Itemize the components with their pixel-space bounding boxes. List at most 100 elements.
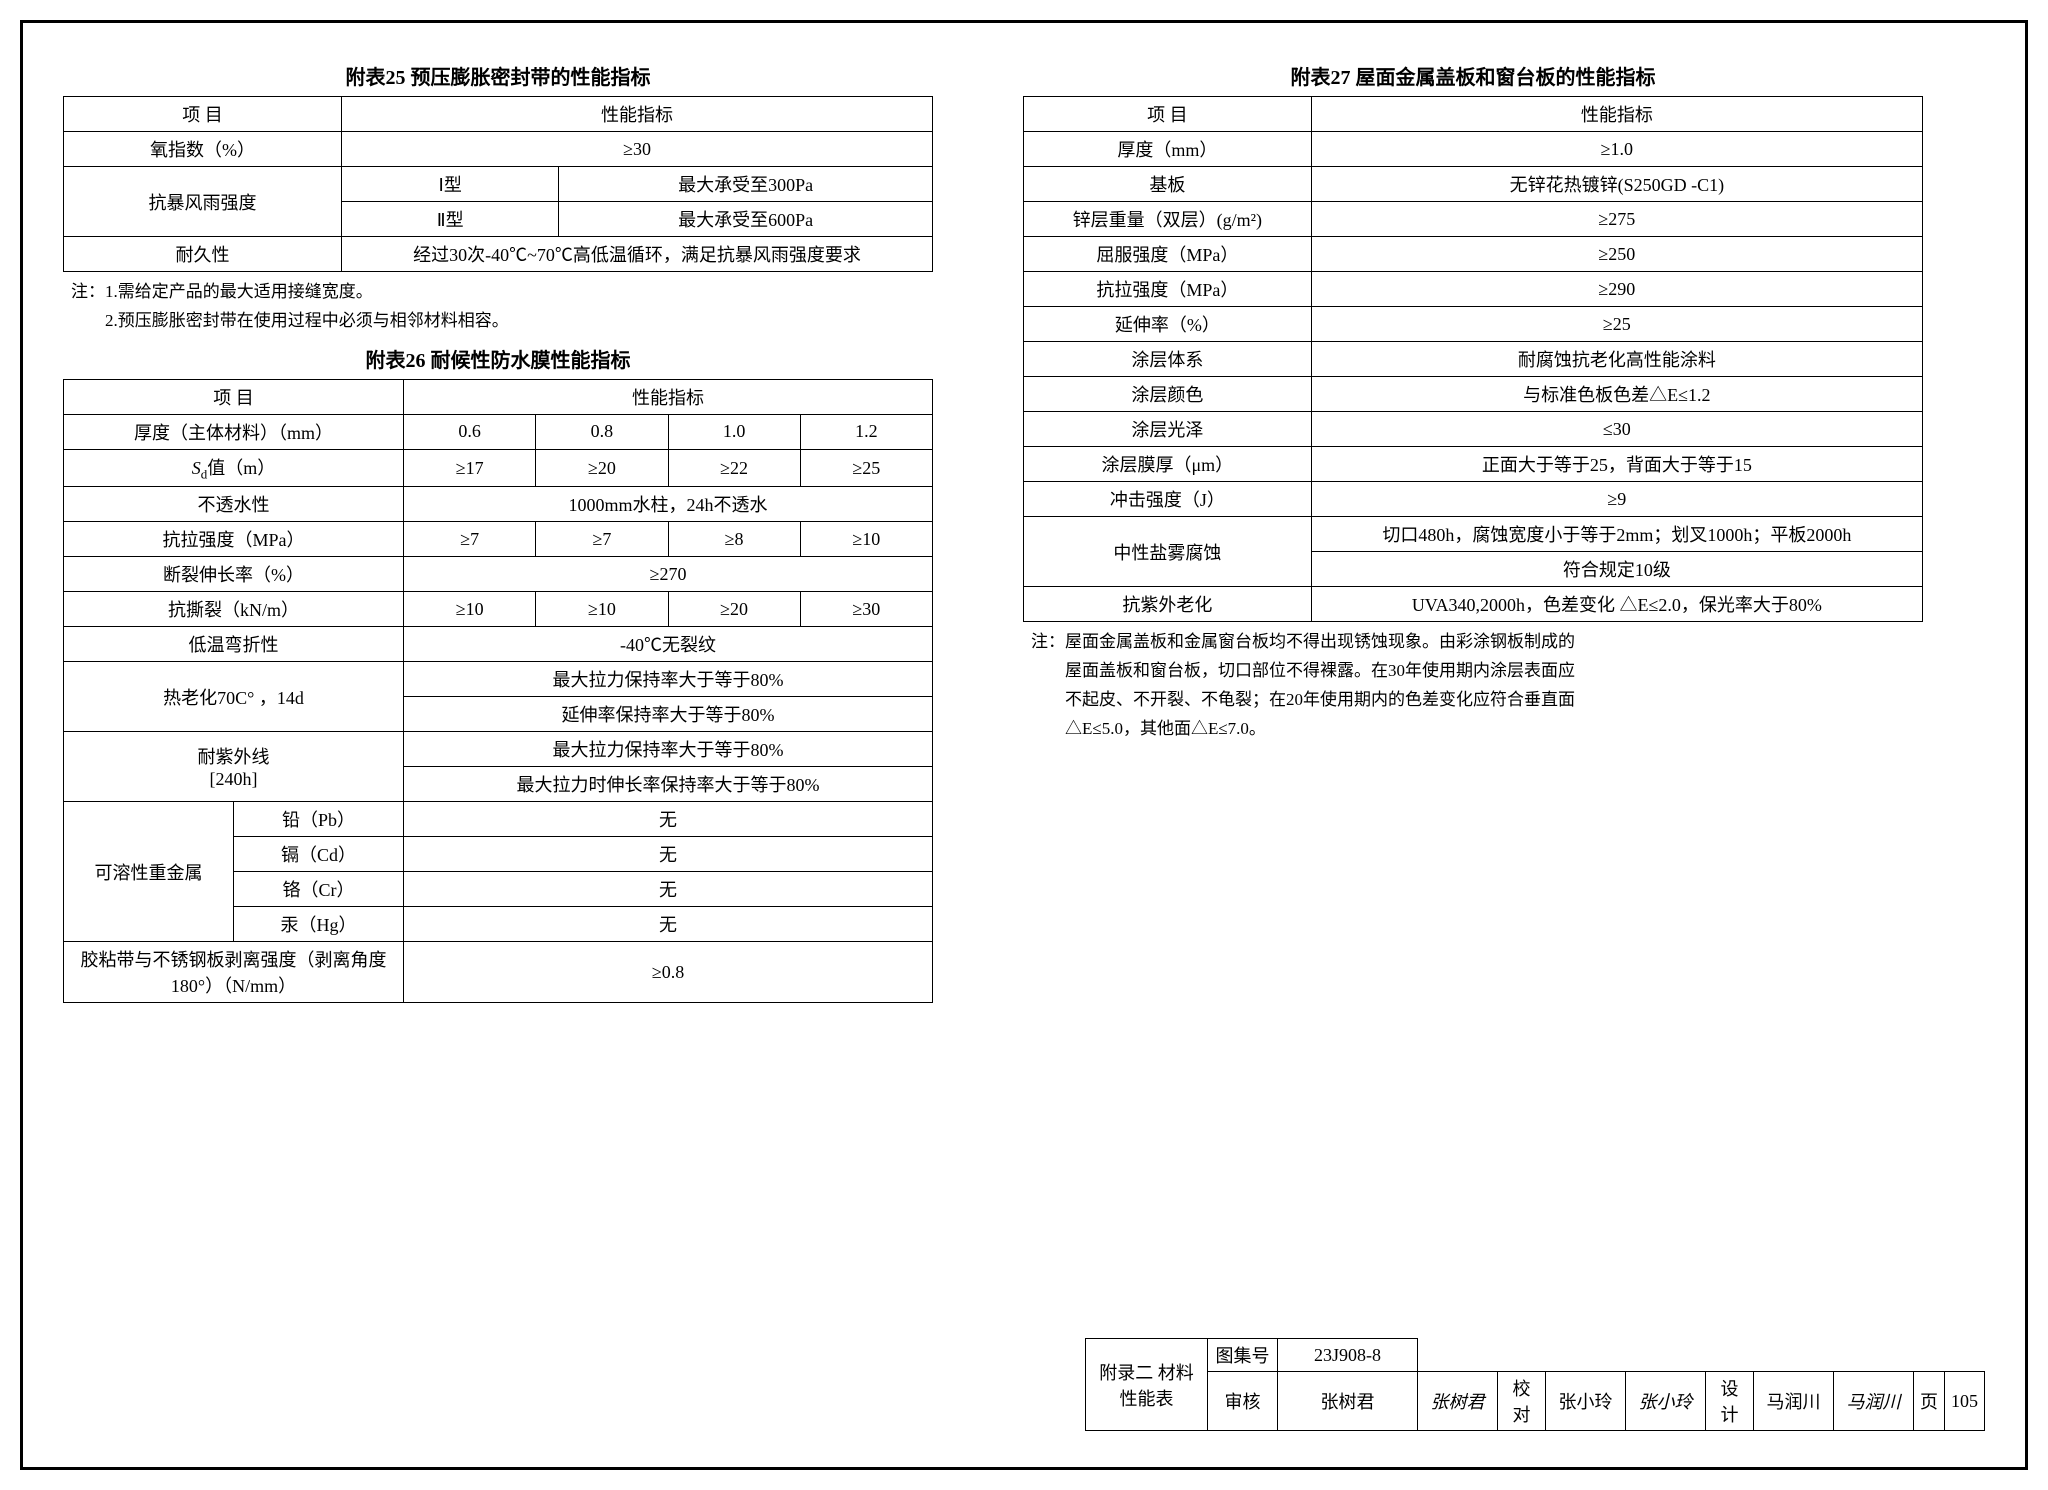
tb-title: 附录二 材料性能表 — [1086, 1339, 1208, 1431]
tb-design: 设计 — [1706, 1372, 1754, 1431]
t27-ten-n: 抗拉强度（MPa） — [1024, 272, 1312, 307]
t25-h-item: 项 目 — [64, 97, 342, 132]
left-column: 附表25 预压膨胀密封带的性能指标 项 目 性能指标 氧指数（%） ≥30 抗暴… — [63, 53, 933, 1009]
t27-im-v: ≥9 — [1311, 482, 1922, 517]
tb-audit-name: 张树君 — [1278, 1372, 1418, 1431]
t25-wind-t1: Ⅰ型 — [342, 167, 559, 202]
t27-salt-v1: 切口480h，腐蚀宽度小于等于2mm；划叉1000h；平板2000h — [1311, 517, 1922, 552]
t26-tear-v2: ≥10 — [536, 592, 668, 627]
t27-el-n: 延伸率（%） — [1024, 307, 1312, 342]
t27-ct-n: 涂层膜厚（μm） — [1024, 447, 1312, 482]
t26-uv-name: 耐紫外线 [240h] — [64, 732, 404, 802]
t25-h-spec: 性能指标 — [342, 97, 933, 132]
t27-gl-n: 涂层光泽 — [1024, 412, 1312, 447]
table25-title: 附表25 预压膨胀密封带的性能指标 — [63, 61, 933, 90]
t26-cd-name: 镉（Cd） — [234, 837, 404, 872]
t26-el-name: 断裂伸长率（%） — [64, 557, 404, 592]
t26-ag-name: 热老化70C° ，14d — [64, 662, 404, 732]
t26-hg-name: 汞（Hg） — [234, 907, 404, 942]
table27-title: 附表27 屋面金属盖板和窗台板的性能指标 — [1023, 61, 1923, 90]
t27-yield-v: ≥250 — [1311, 237, 1922, 272]
t27-cc-n: 涂层颜色 — [1024, 377, 1312, 412]
t27-cc-v: 与标准色板色差△E≤1.2 — [1311, 377, 1922, 412]
t26-uv-v2: 最大拉力时伸长率保持率大于等于80% — [404, 767, 933, 802]
tb-audit-sig: 张树君 — [1418, 1372, 1498, 1431]
t27-zinc-n: 锌层重量（双层）(g/m²) — [1024, 202, 1312, 237]
t26-cd-val: 无 — [404, 837, 933, 872]
table25: 项 目 性能指标 氧指数（%） ≥30 抗暴风雨强度 Ⅰ型 最大承受至300Pa… — [63, 96, 933, 272]
t27-h-item: 项 目 — [1024, 97, 1312, 132]
tb-proof: 校对 — [1498, 1372, 1546, 1431]
t26-pb-val: 无 — [404, 802, 933, 837]
t26-sd-v3: ≥22 — [668, 449, 800, 487]
right-column: 附表27 屋面金属盖板和窗台板的性能指标 项 目 性能指标 厚度（mm）≥1.0… — [1023, 53, 1923, 1009]
t26-sd-v4: ≥25 — [800, 449, 932, 487]
t27-salt-n: 中性盐雾腐蚀 — [1024, 517, 1312, 587]
t26-pb-name: 铅（Pb） — [234, 802, 404, 837]
t26-tear-name: 抗撕裂（kN/m） — [64, 592, 404, 627]
t25-durable-name: 耐久性 — [64, 237, 342, 272]
t27-thick-n: 厚度（mm） — [1024, 132, 1312, 167]
t26-wp-name: 不透水性 — [64, 487, 404, 522]
t27-base-n: 基板 — [1024, 167, 1312, 202]
t27-uv-n: 抗紫外老化 — [1024, 587, 1312, 622]
t27-el-v: ≥25 — [1311, 307, 1922, 342]
t26-el-val: ≥270 — [404, 557, 933, 592]
t27-ct-v: 正面大于等于25，背面大于等于15 — [1311, 447, 1922, 482]
tb-proof-name: 张小玲 — [1546, 1372, 1626, 1431]
t25-wind-t2: Ⅱ型 — [342, 202, 559, 237]
t26-tear-v3: ≥20 — [668, 592, 800, 627]
t26-thick-v2: 0.8 — [536, 414, 668, 449]
t26-h-item: 项 目 — [64, 379, 404, 414]
t26-thick-v1: 0.6 — [404, 414, 536, 449]
tb-design-sig: 马润川 — [1834, 1372, 1914, 1431]
t25-wind-v2: 最大承受至600Pa — [559, 202, 933, 237]
t25-durable-val: 经过30次-40℃~70℃高低温循环，满足抗暴风雨强度要求 — [342, 237, 933, 272]
tb-page-no: 105 — [1945, 1372, 1985, 1431]
t27-cs-n: 涂层体系 — [1024, 342, 1312, 377]
t26-peel-name: 胶粘带与不锈钢板剥离强度（剥离角度180°）（N/mm） — [64, 942, 404, 1003]
t27-uv-v: UVA340,2000h，色差变化 △E≤2.0，保光率大于80% — [1311, 587, 1922, 622]
tb-page-label: 页 — [1914, 1372, 1945, 1431]
t27-zinc-v: ≥275 — [1311, 202, 1922, 237]
t26-tear-v1: ≥10 — [404, 592, 536, 627]
t26-h-spec: 性能指标 — [404, 379, 933, 414]
t27-salt-v2: 符合规定10级 — [1311, 552, 1922, 587]
t25-wind-v1: 最大承受至300Pa — [559, 167, 933, 202]
t27-h-spec: 性能指标 — [1311, 97, 1922, 132]
t26-ten-v3: ≥8 — [668, 522, 800, 557]
t26-thick-v4: 1.2 — [800, 414, 932, 449]
t26-sd-v2: ≥20 — [536, 449, 668, 487]
title-block: 附录二 材料性能表 图集号 23J908-8 审核 张树君 张树君 校对 张小玲… — [1085, 1338, 1985, 1437]
tb-proof-sig: 张小玲 — [1626, 1372, 1706, 1431]
table26-title: 附表26 耐候性防水膜性能指标 — [63, 344, 933, 373]
page-frame: 附表25 预压膨胀密封带的性能指标 项 目 性能指标 氧指数（%） ≥30 抗暴… — [20, 20, 2028, 1470]
t26-cr-val: 无 — [404, 872, 933, 907]
t27-cs-v: 耐腐蚀抗老化高性能涂料 — [1311, 342, 1922, 377]
t26-peel-val: ≥0.8 — [404, 942, 933, 1003]
t25-wind-name: 抗暴风雨强度 — [64, 167, 342, 237]
t26-ten-v2: ≥7 — [536, 522, 668, 557]
tb-audit: 审核 — [1208, 1372, 1278, 1431]
tb-set-no: 23J908-8 — [1278, 1339, 1418, 1372]
t26-hg-val: 无 — [404, 907, 933, 942]
t26-sd-v1: ≥17 — [404, 449, 536, 487]
t26-thick-name: 厚度（主体材料）（mm） — [64, 414, 404, 449]
t27-thick-v: ≥1.0 — [1311, 132, 1922, 167]
t26-met-name: 可溶性重金属 — [64, 802, 234, 942]
t26-thick-v3: 1.0 — [668, 414, 800, 449]
t26-ag-v1: 最大拉力保持率大于等于80% — [404, 662, 933, 697]
t27-im-n: 冲击强度（J） — [1024, 482, 1312, 517]
t26-ten-v4: ≥10 — [800, 522, 932, 557]
t26-lt-name: 低温弯折性 — [64, 627, 404, 662]
t26-ten-name: 抗拉强度（MPa） — [64, 522, 404, 557]
t26-cr-name: 铬（Cr） — [234, 872, 404, 907]
t25-oxygen-val: ≥30 — [342, 132, 933, 167]
t26-wp-val: 1000mm水柱，24h不透水 — [404, 487, 933, 522]
t27-base-v: 无锌花热镀锌(S250GD -C1) — [1311, 167, 1922, 202]
t25-oxygen-name: 氧指数（%） — [64, 132, 342, 167]
table27: 项 目 性能指标 厚度（mm）≥1.0 基板无锌花热镀锌(S250GD -C1)… — [1023, 96, 1923, 622]
t27-yield-n: 屈服强度（MPa） — [1024, 237, 1312, 272]
tb-set-label: 图集号 — [1208, 1339, 1278, 1372]
tb-design-name: 马润川 — [1754, 1372, 1834, 1431]
